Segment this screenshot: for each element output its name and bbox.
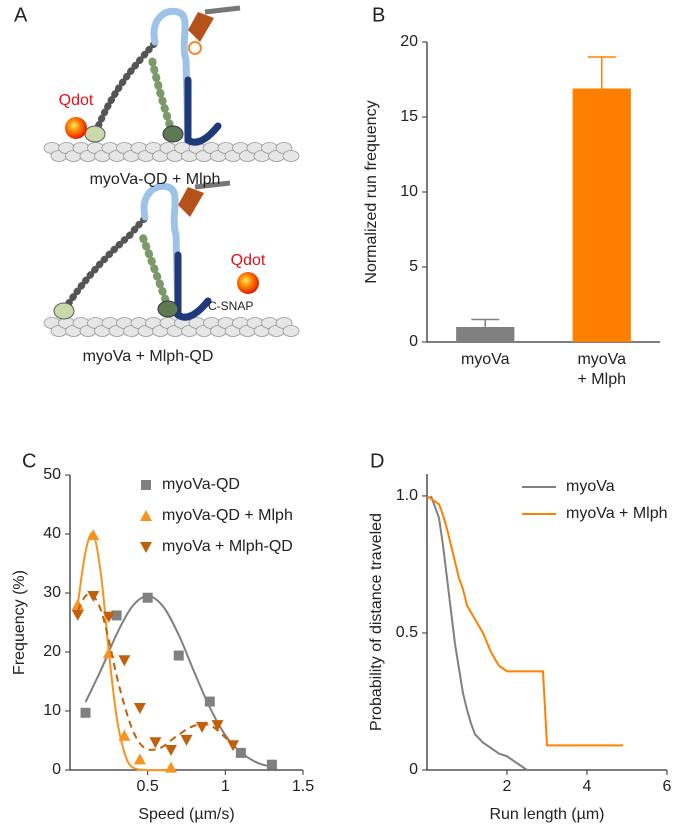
marker [173,650,184,661]
qdot [65,117,87,139]
y-axis-title: Frequency (%) [11,570,28,675]
y-tick-label: 10 [400,183,418,200]
y-tick-label: 0 [409,333,418,350]
y-tick-label: 30 [43,584,61,601]
panel-letter: B [372,4,385,26]
panel-letter: C [22,450,36,472]
legend-label: myoVa-QD + Mlph [162,507,293,524]
marker [196,721,209,733]
marker [141,480,151,490]
y-tick-label: 40 [43,525,61,542]
y-tick-label: 0 [52,761,61,778]
y-axis-title: Normalized run frequency [363,100,380,283]
head [84,125,106,143]
motor-diagram [65,5,241,146]
rod [194,180,231,190]
mlph [178,187,204,217]
motor-diagram [53,180,259,321]
legend-label: myoVa + Mlph-QD [162,538,293,555]
marker [140,510,152,521]
x-axis-title: Run length (µm) [489,806,604,823]
marker [87,529,100,541]
x-tick-label: myoVa + Mlph [577,351,627,388]
y-tick-label: 0.5 [396,624,418,641]
marker [149,737,162,749]
qdot-label: Qdot [231,252,266,269]
y-tick-label: 15 [400,108,418,125]
qdot-label: Qdot [59,92,94,109]
lever-arm [92,36,162,136]
y-tick-label: 10 [43,702,61,719]
y-tick-label: 0 [409,761,418,778]
y-tick-label: 1.0 [396,487,418,504]
x-tick-label: 2 [503,778,512,795]
y-tick-label: 20 [400,33,418,50]
marker [211,720,224,732]
marker [87,590,100,602]
x-tick-label: myoVa [460,351,510,368]
tag-label: C-SNAP [208,299,253,313]
legend-label: myoVa + Mlph [566,505,668,522]
head [162,125,184,143]
tail [184,76,222,146]
lever-arm [61,211,152,313]
panel-letter: A [14,4,28,26]
fit-curve [76,593,234,751]
rod [204,5,241,15]
x-tick-label: 1 [221,778,230,795]
fit-curve [84,594,273,769]
marker [133,703,146,715]
marker [164,761,177,773]
diagram-caption: myoVa-QD + Mlph [90,171,221,188]
marker [133,753,146,765]
bar [456,327,515,342]
x-tick-label: 4 [583,778,592,795]
mlph [188,12,214,42]
legend-label: myoVa-QD [162,476,240,493]
marker [71,609,84,621]
lever-arm [138,231,172,311]
qdot [237,272,259,294]
x-axis-title: Speed (µm/s) [138,806,234,823]
marker [266,759,277,770]
marker [118,729,131,741]
lever-arm [148,56,176,136]
tail [174,251,212,321]
legend-label: myoVa [566,478,615,495]
x-tick-label: 1.5 [292,778,314,795]
marker [227,740,240,752]
ring [188,41,202,55]
marker [111,610,122,621]
marker [235,747,246,758]
marker [71,598,84,610]
y-axis-title: Probability of distance traveled [368,513,385,731]
marker [180,734,193,746]
line [426,495,623,747]
actin [282,325,300,337]
marker [102,611,115,623]
marker [164,744,177,756]
head [53,302,75,320]
x-tick-label: 6 [663,778,672,795]
actin [282,150,300,162]
marker [142,592,153,603]
marker [80,707,91,718]
marker [204,696,215,707]
head [157,300,179,318]
bar [572,88,631,342]
y-tick-label: 50 [43,466,61,483]
line [430,495,528,771]
diagram-caption: myoVa + Mlph-QD [83,348,214,365]
panel-letter: D [370,450,384,472]
x-tick-label: 0.5 [137,778,159,795]
y-tick-label: 20 [43,643,61,660]
marker [118,655,131,667]
y-tick-label: 5 [409,258,418,275]
marker [140,542,152,553]
